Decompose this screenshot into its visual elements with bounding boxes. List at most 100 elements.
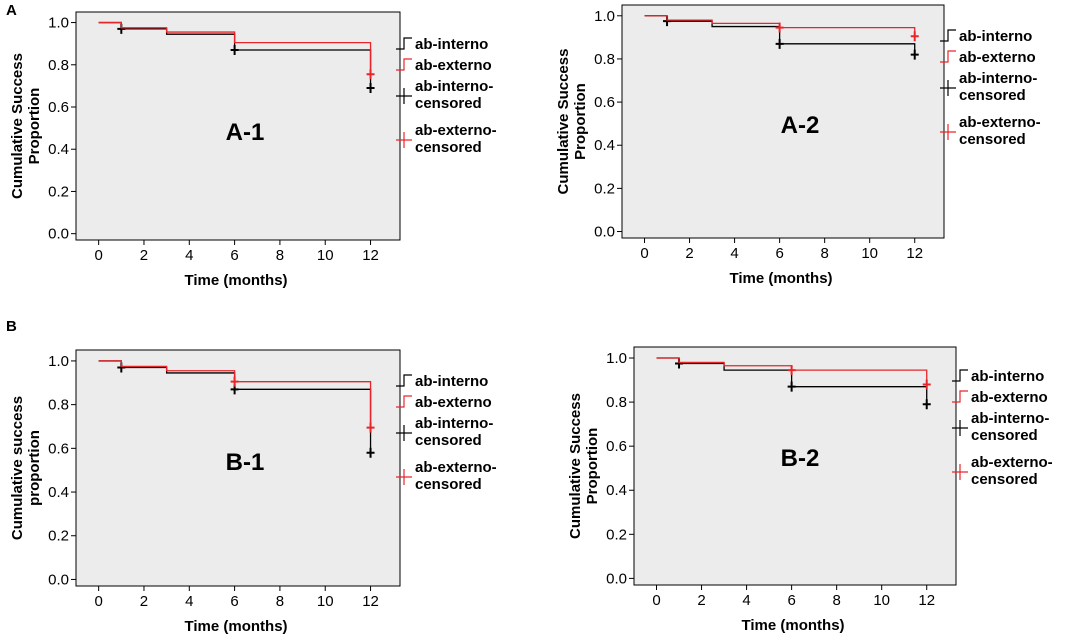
externo-censor-mark — [366, 422, 375, 433]
x-tick-label: 4 — [185, 247, 193, 264]
legend-swatch-interno — [940, 29, 956, 42]
panel-label: A-1 — [226, 119, 265, 146]
x-tick-label: 10 — [317, 247, 334, 264]
y-axis-title-line: Proportion — [26, 88, 43, 165]
x-tick-label: 2 — [140, 247, 148, 264]
legend: ab-internoab-externoab-interno-censoreda… — [940, 28, 1041, 148]
legend-entry: ab-interno-censored — [415, 415, 493, 449]
legend-entry: ab-externo-censored — [959, 114, 1041, 148]
y-tick-label: 0.6 — [48, 99, 69, 116]
x-axis-title: Time (months) — [741, 617, 844, 634]
legend-entry-line: ab-externo- — [415, 459, 497, 476]
x-tick-label: 0 — [94, 247, 102, 264]
legend-entry: ab-externo-censored — [415, 459, 497, 493]
interno-censor-mark — [366, 447, 375, 458]
legend-swatch-externo — [396, 58, 412, 71]
y-tick-label: 0.0 — [48, 571, 69, 588]
legend-swatch-interno — [396, 37, 412, 50]
legend-entry-line: censored — [415, 139, 482, 156]
y-tick-label: 1.0 — [48, 15, 69, 32]
y-tick-label: 0.4 — [594, 137, 615, 154]
legend-swatch-externo — [940, 50, 956, 63]
y-tick-label: 0.2 — [606, 526, 627, 543]
externo-survival-line — [98, 21, 372, 75]
legend-entry-line: ab-interno- — [415, 78, 493, 95]
interno-censor-mark — [910, 49, 919, 60]
legend-entry-line: ab-externo- — [959, 114, 1041, 131]
legend-entry: ab-interno-censored — [971, 410, 1049, 444]
interno-censor-mark — [775, 38, 784, 49]
x-tick-label: 2 — [697, 592, 705, 609]
x-tick-label: 6 — [775, 245, 783, 262]
legend-entry-line: censored — [415, 476, 482, 493]
legend-entry-line: ab-interno- — [959, 70, 1037, 87]
x-tick-label: 6 — [787, 592, 795, 609]
y-tick-label: 0.6 — [594, 94, 615, 111]
y-axis-title-line: Cumulative Success — [9, 53, 26, 199]
legend-entry: ab-externo — [971, 389, 1048, 406]
legend-swatch-externo — [952, 390, 968, 403]
externo-survival-line — [656, 357, 928, 385]
y-axis-title-line: Cumulative Success — [555, 49, 572, 195]
panel-label: B-1 — [226, 449, 265, 476]
x-tick-label: 12 — [362, 593, 379, 610]
x-tick-label: 2 — [685, 245, 693, 262]
y-tick-label: 0.6 — [48, 440, 69, 457]
interno-censor-mark — [922, 399, 931, 410]
legend-entry-line: ab-externo — [959, 49, 1036, 66]
x-tick-label: 12 — [918, 592, 935, 609]
x-tick-label: 4 — [742, 592, 750, 609]
x-tick-label: 0 — [652, 592, 660, 609]
externo-censor-mark — [922, 379, 931, 390]
legend-entry-line: ab-externo- — [415, 122, 497, 139]
chart-a-1: 0 2 4 6 8 10 12 0.0 0.2 0.4 0.6 0.8 1.0 Time (months)… — [9, 11, 497, 289]
y-axis-title: Cumulative SuccessProportion — [555, 49, 589, 195]
y-axis-title: Cumulative SuccessProportion — [567, 393, 601, 539]
externo-survival-line — [98, 360, 372, 428]
legend-entry-line: ab-externo — [971, 389, 1048, 406]
x-tick-label: 6 — [230, 247, 238, 264]
legend-entry-line: censored — [959, 87, 1026, 104]
y-tick-label: 0.0 — [606, 570, 627, 587]
y-tick-label: 0.6 — [606, 438, 627, 455]
x-tick-label: 2 — [140, 593, 148, 610]
x-tick-label: 4 — [185, 593, 193, 610]
y-axis-title-line: Cumulative success — [9, 396, 26, 540]
externo-censor-mark — [366, 69, 375, 80]
legend-entry-line: ab-interno — [415, 373, 488, 390]
legend: ab-interno ab-externo ab-interno-censored a… — [396, 373, 497, 493]
x-axis-title: Time (months) — [184, 272, 287, 289]
y-tick-label: 0.0 — [594, 224, 615, 241]
x-axis-title: Time (months) — [729, 270, 832, 287]
legend-entry-line: ab-interno- — [971, 410, 1049, 427]
chart-b-1: 0 2 4 6 8 10 12 0.0 0.2 0.4 0.6 0.8 1.0 Time (months)… — [9, 349, 497, 635]
legend-swatch-interno — [952, 369, 968, 382]
legend-entry-line: ab-externo — [415, 394, 492, 411]
x-tick-label: 8 — [276, 593, 284, 610]
panel-label: A-2 — [781, 112, 820, 139]
legend-entry: ab-externo — [415, 57, 492, 74]
section-label-b: B — [6, 318, 17, 335]
interno-censor-mark — [230, 45, 239, 55]
y-axis-title-line: Proportion — [584, 428, 601, 505]
y-axis-title-line: proportion — [26, 430, 43, 506]
y-tick-label: 0.8 — [594, 51, 615, 68]
y-tick-label: 0.8 — [48, 397, 69, 414]
legend-entry: ab-externo-censored — [971, 454, 1053, 488]
legend-swatch-externo-censored — [952, 464, 968, 480]
y-tick-label: 0.4 — [606, 482, 627, 499]
y-tick-label: 0.2 — [48, 183, 69, 200]
x-tick-label: 10 — [861, 245, 878, 262]
interno-censor-mark — [787, 381, 796, 392]
legend-entry: ab-externo — [959, 49, 1036, 66]
x-tick-label: 0 — [640, 245, 648, 262]
legend-entry: ab-interno — [971, 368, 1044, 385]
legend-entry: ab-interno — [415, 373, 488, 390]
legend-entry-line: censored — [971, 471, 1038, 488]
legend-entry: ab-interno-censored — [959, 70, 1037, 104]
legend-entry-line: ab-externo- — [971, 454, 1053, 471]
legend-entry-line: ab-interno — [971, 368, 1044, 385]
x-tick-label: 12 — [362, 247, 379, 264]
x-tick-label: 10 — [317, 593, 334, 610]
x-tick-label: 0 — [94, 593, 102, 610]
